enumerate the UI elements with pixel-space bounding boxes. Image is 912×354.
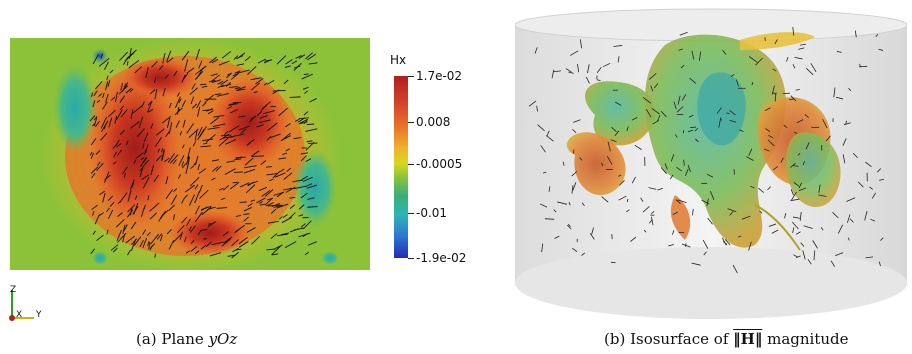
colorbar-tick-label-1: 0.008 — [416, 114, 451, 129]
isosurface-lobe-lower-left — [566, 132, 626, 196]
x-axis-label: X — [16, 310, 22, 320]
plane-yoz-plot — [10, 38, 370, 270]
colorbar-title: Hx — [390, 53, 407, 67]
caption-a-math: yOz — [208, 330, 238, 348]
caption-b-tag: (b) Isosurface of — [604, 330, 734, 348]
isosurface-bottom-fin — [670, 195, 691, 240]
colorbar-tick-0 — [408, 76, 414, 77]
colorbar-tick-label-4: -1.9e-02 — [416, 251, 467, 265]
colorbar-tick-label-2: -0.0005 — [416, 157, 463, 172]
caption-b-suffix: magnitude — [762, 330, 849, 348]
y-axis-label: Y — [35, 310, 42, 320]
caption-a: (a) Plane yOz — [136, 330, 237, 348]
colorbar-tick-3 — [408, 212, 414, 214]
x-axis-dot — [9, 315, 15, 321]
z-axis-label: Z — [10, 285, 16, 295]
plane-vector-arrows — [89, 47, 318, 259]
cylinder-base — [515, 247, 907, 319]
caption-a-tag: (a) Plane — [136, 330, 209, 348]
isosurface-plot — [515, 8, 907, 319]
axes-triad: Z X Y — [9, 285, 42, 321]
isosurface-lobe-left — [585, 81, 656, 146]
isosurface-vector-arrows — [528, 27, 884, 274]
colorbar-tick-label-3: -0.01 — [416, 205, 448, 220]
colorbar-tick-4 — [408, 258, 414, 259]
colorbar-tick-2 — [408, 164, 414, 166]
isosurface-top-ribbon — [740, 32, 815, 50]
isosurface-tail — [754, 204, 801, 251]
colorbar-tick-label-0: 1.7e-02 — [416, 69, 463, 83]
colorbar-tick-1 — [408, 121, 414, 123]
caption-b: (b) Isosurface of ‖H‖ magnitude — [604, 330, 849, 348]
caption-b-math: ‖H‖ — [733, 330, 763, 348]
isosurface-lobe-far-right — [786, 132, 841, 207]
isosurface-core-inner — [697, 72, 746, 146]
colorbar-gradient — [394, 76, 408, 258]
